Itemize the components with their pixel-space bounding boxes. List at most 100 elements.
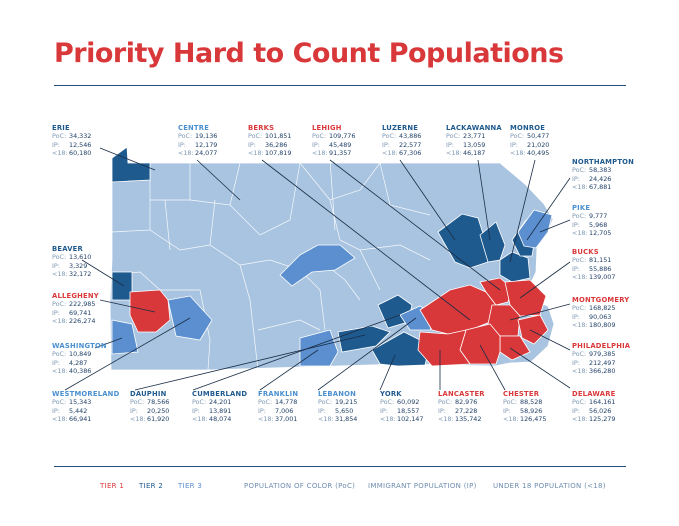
county-stat-u18: <18:24,077: [178, 149, 217, 157]
stat-value: 5,442: [69, 406, 88, 415]
stat-value: 13,610: [69, 253, 92, 262]
stat-label: PoC:: [572, 166, 587, 175]
stat-value: 32,172: [69, 270, 92, 279]
county-label-pike: PIKE PoC: 9,777 IP: 5,968 <18:12,705: [572, 204, 611, 238]
stat-value: 5,968: [589, 220, 608, 229]
stat-label: PoC:: [572, 398, 587, 407]
stat-label: PoC:: [52, 253, 67, 262]
stat-value: 212,497: [589, 358, 616, 367]
county-york: [371, 331, 431, 367]
county-centre: [279, 244, 356, 287]
stat-value: 48,074: [209, 415, 232, 424]
stat-label: <18:: [380, 415, 396, 424]
county-name: LEBANON: [318, 390, 356, 398]
stat-value: 40,386: [69, 367, 92, 376]
page-title: Priority Hard to Count Populations: [54, 38, 564, 69]
county-name: BUCKS: [572, 248, 599, 256]
county-stat-ip: IP: 36,286: [248, 141, 291, 149]
stat-label: PoC:: [52, 350, 67, 359]
stat-label: PoC:: [572, 304, 587, 313]
stat-value: 24,201: [209, 398, 232, 407]
county-stat-ip: IP: 45,489: [312, 141, 355, 149]
county-label-lehigh: LEHIGH PoC: 109,776 IP: 45,489 <18:91,357: [312, 124, 355, 158]
stat-value: 45,489: [329, 140, 352, 149]
county-stat-ip: IP: 12,179: [178, 141, 217, 149]
stat-value: 24,077: [195, 149, 218, 158]
county-name: DAUPHIN: [130, 390, 167, 398]
county-stat-poc: PoC: 81,151: [572, 256, 615, 264]
county-stat-u18: <18:40,495: [510, 149, 549, 157]
county-stat-ip: IP: 5,442: [52, 407, 119, 415]
stat-label: IP:: [503, 406, 511, 415]
leader-lines: [64, 147, 571, 391]
stat-label: IP:: [52, 261, 60, 270]
county-stat-poc: PoC: 78,566: [130, 398, 169, 406]
stat-label: PoC:: [192, 398, 207, 407]
county-label-lancaster: LANCASTER PoC: 82,976 IP: 27,228 <18:135,742: [438, 390, 485, 424]
stat-value: 58,383: [589, 166, 612, 175]
county-stat-u18: <18:102,147: [380, 415, 423, 423]
county-label-montgomery: MONTGOMERY PoC: 168,825 IP: 90,063 <18:180,80…: [572, 296, 629, 330]
county-lackawanna: [479, 221, 506, 263]
stat-value: 20,250: [147, 406, 170, 415]
county-stat-u18: <18:91,357: [312, 149, 355, 157]
stat-label: <18:: [178, 149, 194, 158]
county-borders: [111, 159, 431, 371]
legend-tier3: TIER 3: [178, 482, 203, 490]
county-stat-poc: PoC: 19,215: [318, 398, 357, 406]
county-name: NORTHAMPTON: [572, 158, 635, 166]
stat-label: IP:: [380, 406, 388, 415]
county-label-beaver: BEAVER PoC: 13,610 IP: 3,329 <18:32,172: [52, 245, 91, 279]
stat-label: IP:: [572, 220, 580, 229]
county-franklin: [299, 329, 339, 367]
stat-value: 12,179: [195, 140, 218, 149]
county-stat-poc: PoC: 164,161: [572, 398, 616, 406]
county-stat-ip: IP: 7,006: [258, 407, 298, 415]
county-label-franklin: FRANKLIN PoC: 14,778 IP: 7,006 <18:37,001: [258, 390, 298, 424]
county-stat-u18: <18:139,007: [572, 273, 615, 281]
legend-u18: UNDER 18 POPULATION (<18): [493, 482, 606, 490]
county-stat-u18: <18:126,475: [503, 415, 546, 423]
stat-label: IP:: [572, 358, 580, 367]
stat-value: 43,886: [399, 132, 422, 141]
county-stat-u18: <18:48,074: [192, 415, 247, 423]
stat-label: <18:: [52, 367, 68, 376]
county-name: DELAWARE: [572, 390, 616, 398]
stat-label: IP:: [572, 312, 580, 321]
stat-label: <18:: [503, 415, 519, 424]
county-label-northampton: NORTHAMPTON PoC: 58,383 IP: 24,426 <18:67,881: [572, 158, 634, 192]
stat-label: PoC:: [52, 300, 67, 309]
stat-value: 4,287: [69, 358, 88, 367]
county-stat-u18: <18:67,306: [382, 149, 421, 157]
stat-value: 125,279: [589, 415, 616, 424]
stat-value: 126,475: [520, 415, 547, 424]
stat-value: 24,426: [589, 174, 612, 183]
county-stat-poc: PoC: 23,771: [446, 132, 502, 140]
stat-label: PoC:: [438, 398, 453, 407]
stat-value: 34,332: [69, 132, 92, 141]
county-name: LEHIGH: [312, 124, 342, 132]
stat-label: IP:: [382, 140, 390, 149]
county-stat-u18: <18:180,809: [572, 321, 629, 329]
county-stat-ip: IP: 21,020: [510, 141, 549, 149]
stat-label: <18:: [446, 149, 462, 158]
county-label-monroe: MONROE PoC: 50,477 IP: 21,020 <18:40,495: [510, 124, 549, 158]
stat-label: <18:: [248, 149, 264, 158]
county-stat-poc: PoC: 101,851: [248, 132, 291, 140]
county-stat-ip: IP: 55,886: [572, 265, 615, 273]
county-stat-u18: <18:366,280: [572, 367, 630, 375]
stat-label: PoC:: [248, 132, 263, 141]
stat-value: 90,063: [589, 312, 612, 321]
county-name: ERIE: [52, 124, 70, 132]
county-stat-poc: PoC: 168,825: [572, 304, 629, 312]
county-label-cumberland: CUMBERLAND PoC: 24,201 IP: 13,891 <18:48,074: [192, 390, 247, 424]
stat-label: <18:: [572, 273, 588, 282]
stat-value: 82,976: [455, 398, 478, 407]
county-beaver: [111, 271, 133, 301]
stat-label: <18:: [438, 415, 454, 424]
county-stat-poc: PoC: 34,332: [52, 132, 91, 140]
county-philadelphia: [517, 314, 549, 345]
stat-value: 7,006: [275, 406, 294, 415]
county-stat-ip: IP: 90,063: [572, 313, 629, 321]
county-stat-poc: PoC: 82,976: [438, 398, 485, 406]
